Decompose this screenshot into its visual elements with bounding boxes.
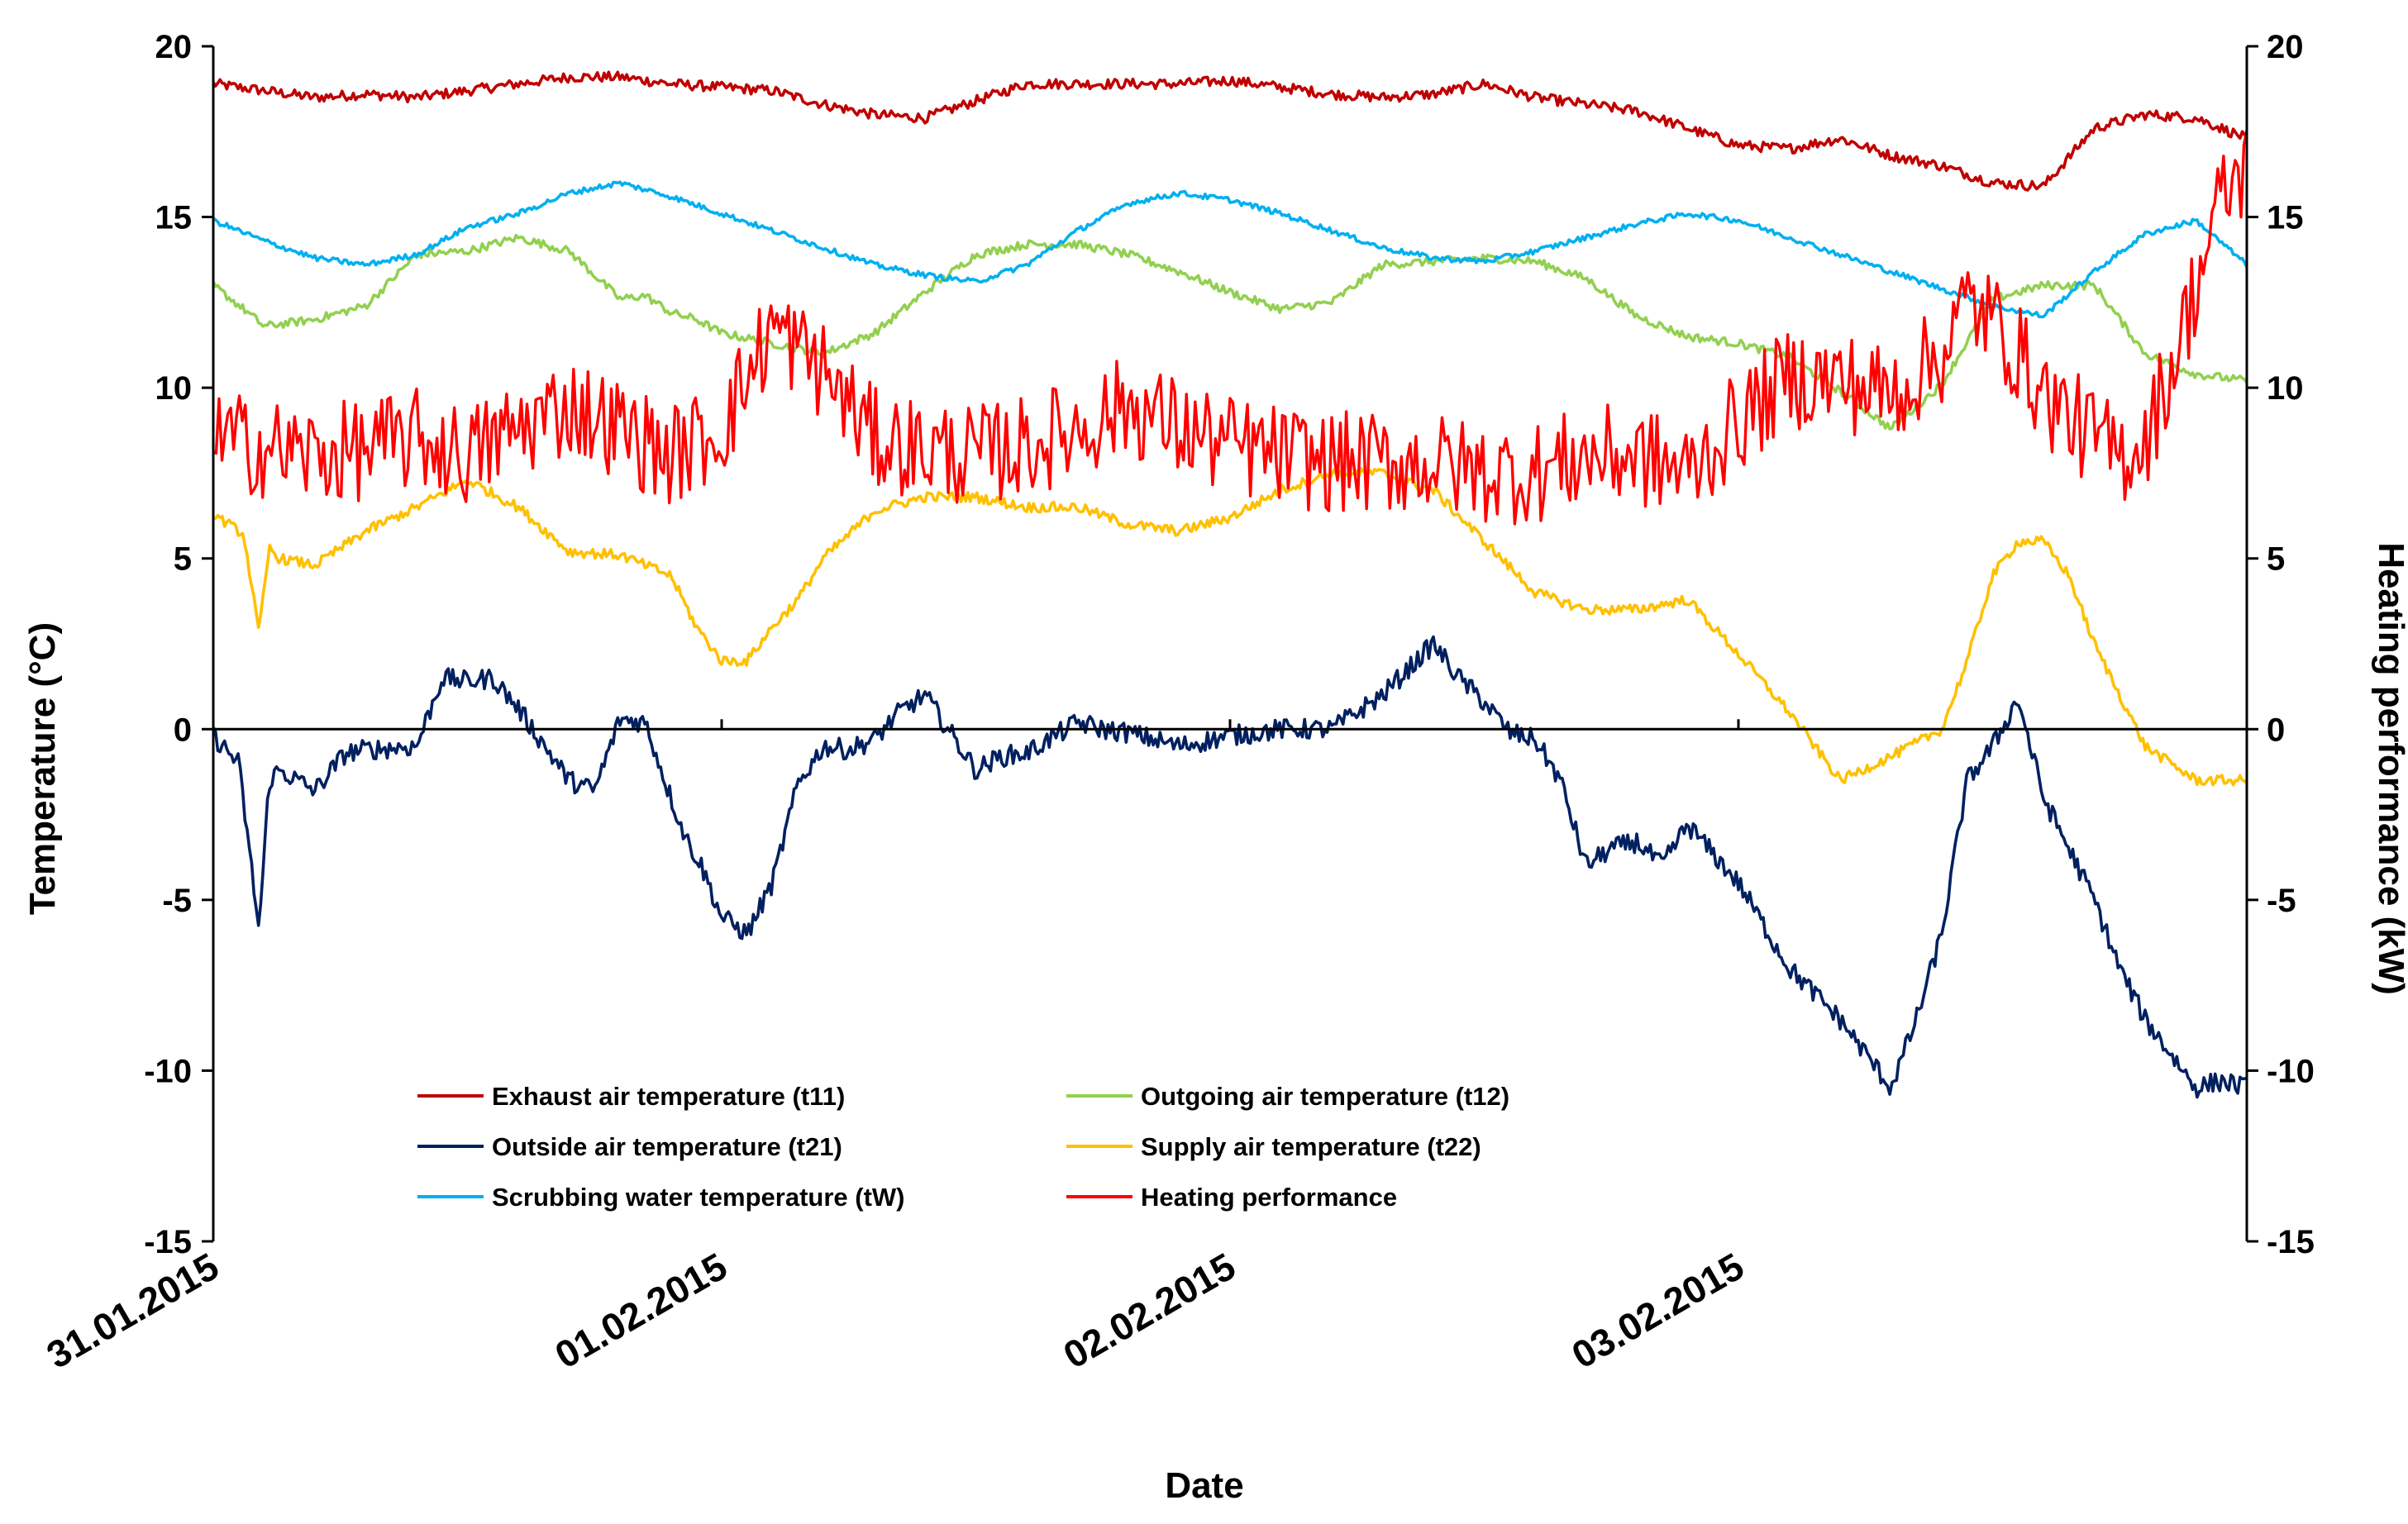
- series-line-3: [212, 635, 2248, 1099]
- axes-layer: 20151050-5-10-1520151050-5-10-1531.01.20…: [40, 29, 2315, 1377]
- y2-tick-label: -10: [2267, 1053, 2315, 1089]
- y2-tick-label: 0: [2267, 712, 2285, 748]
- y2-tick-label: 20: [2267, 29, 2304, 65]
- legend-label: Outside air temperature (t21): [492, 1132, 842, 1161]
- y2-axis-title: Heating performance (kW): [2371, 542, 2408, 995]
- x-tick-label: 03.02.2015: [1565, 1245, 1751, 1377]
- y2-tick-label: -15: [2267, 1224, 2315, 1260]
- x-tick-label: 31.01.2015: [40, 1245, 226, 1377]
- y2-tick-label: 5: [2267, 541, 2285, 578]
- x-axis-title: Date: [1165, 1465, 1243, 1506]
- legend-label: Exhaust air temperature (t11): [492, 1082, 845, 1111]
- series-line-5: [212, 180, 2248, 319]
- y-tick-label: -15: [144, 1224, 192, 1260]
- series-line-4: [212, 466, 2248, 787]
- y-tick-label: 10: [155, 370, 193, 407]
- series-line-2: [212, 233, 2248, 431]
- legend: Exhaust air temperature (t11) Outgoing ai…: [417, 1082, 1509, 1212]
- x-tick-label: 01.02.2015: [548, 1245, 734, 1377]
- y-tick-label: 15: [155, 200, 193, 236]
- legend-label: Scrubbing water temperature (tW): [492, 1183, 905, 1212]
- y-tick-label: 20: [155, 29, 193, 65]
- y2-tick-label: -5: [2267, 883, 2296, 919]
- y2-tick-label: 10: [2267, 370, 2304, 407]
- series-line-1: [212, 70, 2248, 192]
- legend-label: Heating performance: [1141, 1183, 1397, 1212]
- y-tick-label: -10: [144, 1053, 192, 1089]
- y-tick-label: 0: [174, 712, 192, 748]
- y-tick-label: 5: [174, 541, 192, 578]
- legend-label: Supply air temperature (t22): [1141, 1132, 1481, 1161]
- y-axis-title: Temperature (°C): [22, 622, 63, 915]
- y2-tick-label: 15: [2267, 200, 2304, 236]
- legend-label: Outgoing air temperature (t12): [1141, 1082, 1509, 1111]
- series-layer: [212, 70, 2248, 1099]
- x-tick-label: 02.02.2015: [1056, 1245, 1242, 1377]
- series-line-6: [212, 130, 2248, 526]
- y-tick-label: -5: [162, 883, 192, 919]
